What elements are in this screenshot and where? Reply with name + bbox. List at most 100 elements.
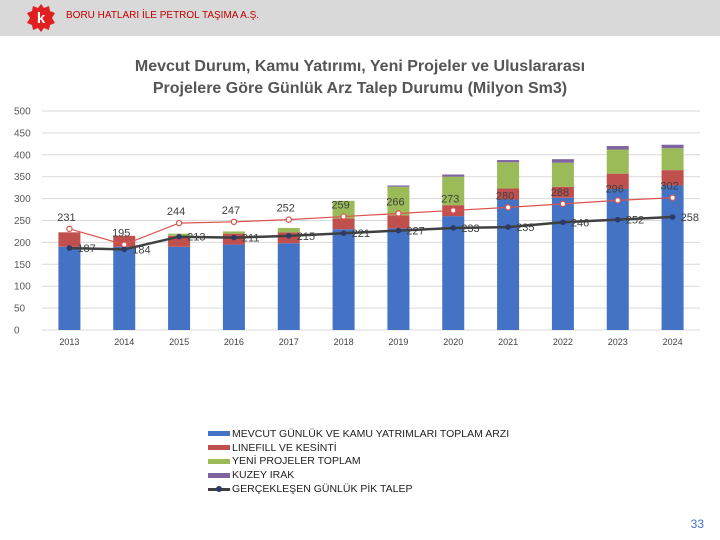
total-point-2020 bbox=[450, 207, 457, 214]
bar-2020-s3 bbox=[442, 174, 465, 177]
y-tick-label-9: 450 bbox=[14, 128, 31, 139]
total-label-2014: 195 bbox=[112, 228, 130, 240]
total-point-2013 bbox=[66, 225, 73, 233]
bar-2023-s1 bbox=[606, 173, 629, 189]
bar-2022-s1 bbox=[551, 186, 574, 198]
total-point-2024 bbox=[669, 194, 676, 201]
total-point-2021 bbox=[504, 204, 512, 211]
company-logo-icon: k bbox=[27, 4, 55, 32]
bar-2024-s0 bbox=[661, 185, 684, 330]
bar-2021-s1 bbox=[497, 188, 520, 200]
peak-label-2020: 233 bbox=[461, 223, 479, 235]
y-tick-label-6: 300 bbox=[14, 194, 31, 205]
peak-demand-line bbox=[69, 215, 673, 251]
total-point-2014 bbox=[121, 241, 128, 248]
legend-swatch-line bbox=[208, 484, 230, 494]
total-label-2022: 288 bbox=[551, 187, 569, 199]
bar-2020-s0 bbox=[442, 216, 465, 330]
total-label-2018: 259 bbox=[331, 200, 349, 212]
y-tick-label-4: 200 bbox=[14, 238, 31, 249]
total-label-2013: 231 bbox=[57, 212, 75, 224]
x-tick-label-2020: 2020 bbox=[443, 337, 463, 347]
peak-point-2013 bbox=[66, 245, 73, 251]
peak-point-2020 bbox=[450, 225, 457, 231]
y-tick-label-0: 0 bbox=[14, 326, 20, 337]
bar-2018-s0 bbox=[332, 229, 355, 330]
x-tick-label-2014: 2014 bbox=[114, 337, 134, 347]
bar-2021-s2 bbox=[497, 162, 520, 189]
total-point-2019 bbox=[395, 210, 402, 217]
x-tick-label-2018: 2018 bbox=[334, 337, 354, 347]
bar-2017-s2 bbox=[277, 227, 300, 233]
bar-2019-s1 bbox=[387, 215, 410, 229]
bar-2013-s1 bbox=[58, 232, 81, 247]
legend-label-pik: GERÇEKLEŞEN GÜNLÜK PİK TALEP bbox=[232, 483, 413, 496]
bar-2022-s3 bbox=[551, 159, 574, 163]
legend-swatch-blue bbox=[208, 431, 230, 437]
x-tick-label-2015: 2015 bbox=[169, 337, 189, 347]
peak-label-2019: 227 bbox=[406, 226, 424, 238]
peak-label-2014: 184 bbox=[132, 244, 150, 256]
bar-2023-s3 bbox=[606, 146, 629, 150]
total-point-2015 bbox=[175, 219, 183, 227]
legend-label-yeni: YENİ PROJELER TOPLAM bbox=[232, 455, 361, 468]
peak-label-2023: 252 bbox=[626, 215, 644, 227]
bar-2021-s3 bbox=[497, 160, 520, 163]
bar-2020-s2 bbox=[442, 176, 465, 206]
legend-item-mevcut: MEVCUT GÜNLÜK VE KAMU YATRIMLARI TOPLAM … bbox=[208, 427, 509, 441]
bar-2018-s1 bbox=[332, 218, 355, 230]
peak-label-2013: 187 bbox=[77, 243, 95, 255]
y-tick-label-5: 250 bbox=[14, 216, 31, 227]
total-point-2018 bbox=[340, 213, 347, 220]
y-tick-label-10: 500 bbox=[14, 107, 31, 118]
bar-2019-s2 bbox=[387, 186, 410, 216]
chart-title: Mevcut Durum, Kamu Yatırımı, Yeni Projel… bbox=[60, 56, 660, 100]
page-number: 33 bbox=[690, 517, 704, 531]
logo-letter: k bbox=[37, 10, 46, 27]
header-bar: k BORU HATLARI İLE PETROL TAŞIMA A.Ş. bbox=[0, 0, 720, 36]
peak-point-2015 bbox=[176, 233, 182, 240]
chart-title-line1: Mevcut Durum, Kamu Yatırımı, Yeni Projel… bbox=[134, 58, 586, 75]
y-tick-label-1: 50 bbox=[14, 304, 26, 315]
x-tick-label-2016: 2016 bbox=[224, 337, 244, 347]
bar-2024-s1 bbox=[661, 170, 684, 186]
bar-2014-s1 bbox=[113, 235, 136, 247]
bar-2015-s0 bbox=[168, 246, 191, 330]
bar-2016-s0 bbox=[222, 244, 245, 330]
total-label-2019: 266 bbox=[386, 196, 404, 208]
x-tick-label-2021: 2021 bbox=[498, 337, 518, 347]
bar-2023-s2 bbox=[606, 149, 629, 174]
total-label-2023: 296 bbox=[606, 183, 624, 195]
x-tick-label-2024: 2024 bbox=[663, 337, 683, 347]
peak-point-2014 bbox=[121, 246, 128, 253]
total-label-2017: 252 bbox=[277, 203, 295, 215]
total-line bbox=[69, 197, 673, 246]
bar-2016-s2 bbox=[222, 231, 245, 234]
peak-label-2016: 211 bbox=[242, 233, 260, 245]
y-tick-label-2: 100 bbox=[14, 282, 31, 293]
bar-2014-s0 bbox=[113, 246, 136, 330]
x-tick-label-2013: 2013 bbox=[59, 337, 79, 347]
y-tick-label-8: 400 bbox=[14, 150, 31, 161]
bar-2019-s0 bbox=[387, 228, 410, 330]
legend-item-linefill: LINEFILL VE KESİNTİ bbox=[208, 441, 509, 455]
total-label-2016: 247 bbox=[222, 205, 240, 217]
peak-label-2017: 215 bbox=[297, 231, 315, 243]
legend-item-yeni: YENİ PROJELER TOPLAM bbox=[208, 455, 509, 469]
x-tick-label-2019: 2019 bbox=[388, 337, 408, 347]
peak-label-2018: 221 bbox=[352, 228, 370, 240]
total-point-2016 bbox=[230, 218, 238, 226]
peak-point-2023 bbox=[614, 216, 621, 223]
total-point-2017 bbox=[285, 216, 292, 223]
total-label-2020: 273 bbox=[441, 193, 459, 205]
peak-point-2021 bbox=[505, 224, 511, 230]
legend-label-mevcut: MEVCUT GÜNLÜK VE KAMU YATRIMLARI TOPLAM … bbox=[232, 427, 510, 440]
legend-label-kuzey: KUZEY IRAK bbox=[232, 469, 295, 482]
legend-swatch-purple bbox=[208, 472, 230, 478]
peak-label-2015: 213 bbox=[187, 232, 205, 244]
chart-title-line2: Projelere Göre Günlük Arz Talep Durumu (… bbox=[152, 80, 568, 97]
bar-2015-s1 bbox=[168, 235, 191, 247]
peak-point-2022 bbox=[560, 219, 566, 226]
legend-swatch-green bbox=[208, 458, 230, 464]
peak-point-2024 bbox=[669, 214, 676, 220]
